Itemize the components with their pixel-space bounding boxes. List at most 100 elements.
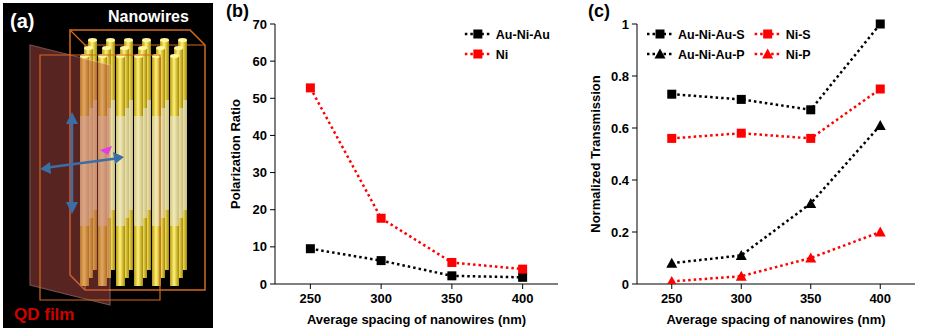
arrow-head bbox=[100, 146, 112, 155]
marker bbox=[805, 253, 816, 263]
y-tick bbox=[270, 135, 275, 136]
marker bbox=[806, 134, 815, 143]
y-axis-title: Polarization Ratio bbox=[228, 99, 243, 209]
x-tick bbox=[810, 284, 811, 289]
y-tick-label: 0.6 bbox=[611, 121, 629, 136]
series-line bbox=[310, 88, 522, 269]
marker bbox=[876, 85, 885, 94]
marker bbox=[667, 134, 676, 143]
box-edge bbox=[70, 30, 85, 45]
x-tick-label: 300 bbox=[730, 291, 752, 306]
panel-label: (c) bbox=[588, 1, 610, 21]
legend-item: Au-Ni-Au-S bbox=[647, 28, 745, 42]
y-tick-label: 70 bbox=[253, 17, 267, 32]
legend-item: Au-Ni-Au bbox=[465, 28, 550, 42]
y-tick bbox=[270, 172, 275, 173]
y-tick-label: 1 bbox=[622, 17, 629, 32]
series-line bbox=[310, 249, 522, 278]
figure: (a)NanowiresQD film010203040506070250300… bbox=[0, 0, 927, 331]
y-tick bbox=[632, 128, 637, 129]
nanowire bbox=[134, 56, 143, 286]
marker bbox=[473, 50, 482, 59]
marker bbox=[763, 30, 772, 39]
x-tick bbox=[671, 284, 672, 289]
arrow-head bbox=[66, 202, 78, 214]
marker bbox=[306, 244, 315, 253]
chart: 010203040506070250300350400Average spaci… bbox=[226, 1, 558, 327]
x-tick bbox=[741, 284, 742, 289]
plot-area bbox=[666, 20, 886, 285]
nanowire-cap bbox=[178, 38, 187, 42]
y-tick-label: 0 bbox=[260, 277, 267, 292]
plot-area bbox=[306, 83, 527, 281]
y-tick-label: 0.8 bbox=[611, 69, 629, 84]
y-tick-label: 0.4 bbox=[611, 173, 630, 188]
marker bbox=[447, 271, 456, 280]
nanowire-cap bbox=[84, 46, 93, 50]
x-tick-label: 400 bbox=[869, 291, 891, 306]
x-tick-label: 250 bbox=[300, 291, 322, 306]
legend-label: Au-Ni-Au-P bbox=[678, 48, 745, 62]
marker bbox=[806, 105, 815, 114]
nanowire-cap bbox=[142, 38, 151, 42]
series-line bbox=[672, 24, 881, 110]
arrow-head bbox=[66, 112, 78, 124]
y-tick-label: 0.2 bbox=[611, 225, 629, 240]
y-tick bbox=[270, 61, 275, 62]
y-tick bbox=[270, 284, 275, 285]
panel-label: (b) bbox=[226, 1, 249, 21]
y-axis bbox=[637, 24, 638, 284]
marker bbox=[805, 198, 816, 208]
marker bbox=[666, 276, 677, 284]
nanowire-segment bbox=[134, 116, 143, 226]
legend: Au-Ni-Au Ni bbox=[465, 28, 550, 62]
marker bbox=[656, 30, 665, 39]
illustration: (a)NanowiresQD film bbox=[3, 3, 213, 328]
y-tick-label: 60 bbox=[253, 54, 267, 69]
marker bbox=[737, 95, 746, 104]
legend: Au-Ni-Au-S Ni-S Au-Ni-Au-P Ni-P bbox=[647, 28, 811, 62]
x-axis bbox=[637, 284, 915, 285]
x-tick bbox=[880, 284, 881, 289]
marker bbox=[377, 214, 386, 223]
legend-label: Ni-S bbox=[786, 28, 811, 42]
nanowire-segment bbox=[116, 116, 125, 226]
marker bbox=[667, 90, 676, 99]
y-tick bbox=[632, 76, 637, 77]
arrow bbox=[44, 158, 120, 168]
legend-item: Ni-P bbox=[755, 48, 811, 62]
x-tick bbox=[522, 284, 523, 289]
marker bbox=[762, 49, 773, 59]
y-tick bbox=[270, 209, 275, 210]
box-outline bbox=[40, 55, 160, 300]
y-tick-label: 10 bbox=[253, 239, 267, 254]
marker bbox=[736, 271, 747, 281]
qd-film bbox=[30, 45, 110, 305]
marker bbox=[447, 258, 456, 267]
illustration-background bbox=[3, 3, 213, 328]
marker bbox=[377, 256, 386, 265]
nanowire-cap bbox=[174, 46, 183, 50]
x-axis bbox=[275, 284, 558, 285]
nanowire-cap bbox=[102, 46, 111, 50]
x-tick bbox=[451, 284, 452, 289]
panel-label: (a) bbox=[10, 10, 34, 32]
legend-item: Ni-S bbox=[755, 28, 811, 42]
nanowire-segment bbox=[170, 116, 179, 226]
nanowire-cap bbox=[160, 38, 169, 42]
y-tick-label: 30 bbox=[253, 165, 267, 180]
marker bbox=[736, 250, 747, 260]
y-tick bbox=[270, 246, 275, 247]
y-tick-label: 0 bbox=[622, 277, 629, 292]
nanowire bbox=[170, 56, 179, 286]
nanowire-cap bbox=[88, 38, 97, 42]
legend-item: Ni bbox=[465, 48, 509, 62]
marker bbox=[518, 273, 527, 282]
series-line bbox=[672, 89, 881, 138]
marker bbox=[876, 20, 885, 29]
nanowire-cap bbox=[138, 46, 147, 50]
x-tick bbox=[381, 284, 382, 289]
nanowire bbox=[116, 56, 125, 286]
y-tick bbox=[632, 24, 637, 25]
marker bbox=[737, 129, 746, 138]
